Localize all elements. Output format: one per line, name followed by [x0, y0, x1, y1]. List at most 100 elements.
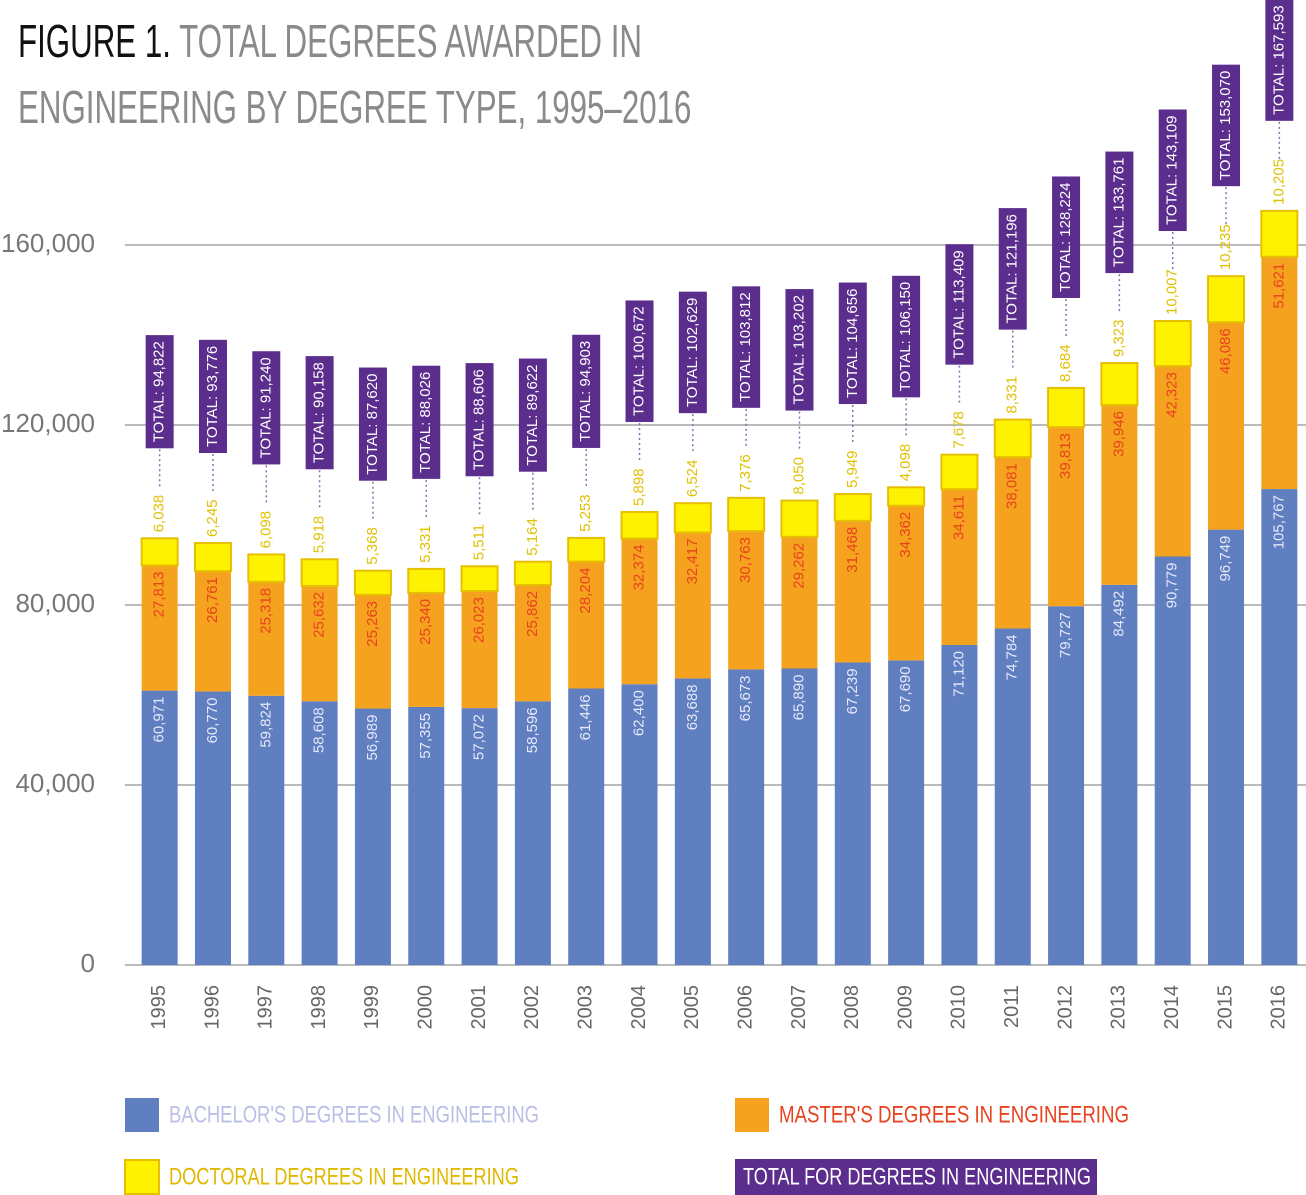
bar-segment	[1101, 363, 1137, 405]
value-label: 31,468	[844, 527, 861, 573]
value-label: 26,761	[204, 577, 221, 623]
total-label: TOTAL: 103,812	[737, 292, 754, 402]
value-label: 6,038	[151, 495, 168, 533]
value-label: 38,081	[1004, 463, 1021, 509]
value-label: 5,918	[311, 516, 328, 554]
y-tick-label: 120,000	[1, 408, 95, 438]
total-box: TOTAL: 104,656	[839, 283, 867, 405]
chart: 040,00080,000120,000160,000199560,97127,…	[0, 0, 1306, 1195]
value-label: 8,331	[1004, 376, 1021, 414]
value-label: 9,323	[1110, 320, 1127, 358]
page: 040,00080,000120,000160,000199560,97127,…	[0, 0, 1306, 1195]
total-box: TOTAL: 88,026	[412, 366, 440, 479]
total-box: TOTAL: 100,672	[626, 300, 654, 422]
value-label: 56,989	[364, 715, 381, 761]
bar-segment	[835, 494, 871, 521]
total-label: TOTAL: 87,620	[364, 374, 381, 475]
value-label: 67,239	[844, 668, 861, 714]
x-tick-label: 2007	[788, 985, 810, 1030]
total-label: TOTAL: 89,622	[524, 365, 541, 466]
total-box: TOTAL: 89,622	[519, 359, 547, 472]
value-label: 26,023	[471, 597, 488, 643]
x-tick-label: 2009	[894, 985, 916, 1030]
x-tick-label: 1996	[201, 985, 223, 1030]
total-box: TOTAL: 128,224	[1052, 176, 1080, 298]
legend-label: DOCTORAL DEGREES IN ENGINEERING	[169, 1163, 519, 1190]
bar-segment	[568, 538, 604, 562]
value-label: 25,340	[417, 599, 434, 645]
value-label: 4,098	[897, 444, 914, 482]
total-label: TOTAL: 88,026	[417, 372, 434, 473]
total-label: TOTAL: 143,109	[1164, 115, 1181, 225]
bar-segment	[1048, 606, 1084, 965]
x-tick-label: 2000	[415, 985, 437, 1030]
total-box: TOTAL: 143,109	[1159, 109, 1187, 231]
bar-segment	[302, 559, 338, 586]
legend-swatch	[125, 1160, 159, 1194]
value-label: 79,727	[1057, 612, 1074, 658]
value-label: 25,862	[524, 591, 541, 637]
bar-segment	[1208, 276, 1244, 322]
x-tick-label: 2011	[1001, 985, 1023, 1028]
total-label: TOTAL: 128,224	[1057, 182, 1074, 292]
value-label: 10,205	[1270, 159, 1287, 205]
value-label: 46,086	[1217, 328, 1234, 374]
y-tick-label: 80,000	[15, 588, 95, 618]
value-label: 5,253	[577, 494, 594, 532]
value-label: 5,368	[364, 527, 381, 565]
bar-segment	[941, 455, 977, 490]
x-tick-label: 2001	[468, 985, 490, 1030]
x-tick-label: 2008	[841, 985, 863, 1030]
bar-segment	[355, 571, 391, 595]
x-tick-label: 1995	[148, 985, 170, 1030]
x-tick-label: 1997	[255, 985, 277, 1030]
x-tick-label: 2012	[1054, 985, 1076, 1030]
total-box: TOTAL: 113,409	[945, 244, 973, 364]
total-box: TOTAL: 88,606	[466, 363, 494, 476]
total-label: TOTAL: 93,776	[204, 346, 221, 447]
bar-segment	[995, 420, 1031, 457]
y-tick-label: 40,000	[15, 768, 95, 798]
value-label: 29,262	[790, 543, 807, 589]
value-label: 84,492	[1110, 591, 1127, 637]
total-box: TOTAL: 93,776	[199, 340, 227, 453]
x-tick-label: 2006	[734, 985, 756, 1030]
bar-segment	[781, 501, 817, 537]
bar-segment	[675, 503, 711, 532]
value-label: 39,946	[1110, 411, 1127, 457]
value-label: 8,050	[790, 457, 807, 495]
total-label: TOTAL: 88,606	[471, 369, 488, 470]
total-box: TOTAL: 94,903	[572, 335, 600, 448]
total-box: TOTAL: 153,070	[1212, 65, 1240, 187]
value-label: 25,318	[257, 588, 274, 634]
value-label: 6,098	[257, 511, 274, 549]
bar-segment	[408, 569, 444, 593]
value-label: 58,596	[524, 707, 541, 753]
total-label: TOTAL: 153,070	[1217, 71, 1234, 181]
x-tick-label: 2015	[1214, 985, 1236, 1030]
y-tick-label: 0	[81, 948, 95, 978]
total-label: TOTAL: 133,761	[1110, 158, 1127, 268]
bar-segment	[462, 566, 498, 591]
value-label: 61,446	[577, 694, 594, 740]
total-box: TOTAL: 90,158	[306, 356, 334, 469]
total-box: TOTAL: 167,593	[1265, 0, 1293, 121]
value-label: 65,673	[737, 675, 754, 721]
value-label: 30,763	[737, 537, 754, 583]
total-box: TOTAL: 121,196	[999, 208, 1027, 330]
value-label: 65,890	[790, 674, 807, 720]
x-tick-label: 1999	[361, 985, 383, 1030]
total-box: TOTAL: 87,620	[359, 368, 387, 481]
value-label: 27,813	[151, 571, 168, 617]
total-label: TOTAL: 104,656	[844, 289, 861, 399]
value-label: 74,784	[1004, 634, 1021, 680]
total-box: TOTAL: 103,202	[785, 289, 813, 411]
bar-segment	[195, 543, 231, 571]
value-label: 59,824	[257, 702, 274, 748]
bar-segment	[1101, 585, 1137, 965]
bar-segment	[1261, 489, 1297, 965]
figure-label: FIGURE 1.	[18, 15, 171, 67]
x-tick-label: 2013	[1108, 985, 1130, 1030]
legend-label: BACHELOR'S DEGREES IN ENGINEERING	[169, 1101, 539, 1128]
value-label: 60,770	[204, 698, 221, 744]
